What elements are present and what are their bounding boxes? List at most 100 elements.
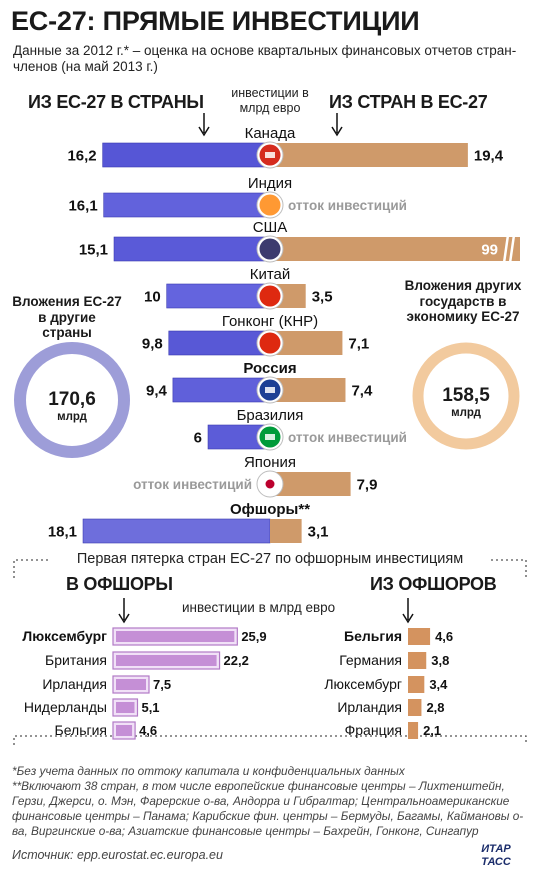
offshore-country-label: Франция	[345, 722, 402, 738]
from-offshore-bar	[408, 652, 427, 669]
right-ring-value: 158,5	[442, 385, 490, 406]
left-total-ring	[14, 342, 130, 458]
offshore-country-label: Германия	[339, 652, 402, 668]
flag-icon	[265, 479, 275, 489]
offshore-section-title: Первая пятерка стран ЕС-27 по офшорным и…	[50, 551, 490, 567]
from-offshore-bar	[408, 628, 431, 645]
from-offshore-bar	[408, 722, 419, 739]
flag-icon	[259, 332, 281, 354]
outward-value-label: 9,4	[146, 383, 168, 400]
inward-bar	[270, 143, 468, 167]
outward-bar	[102, 142, 271, 168]
offshore-country-label: Люксембург	[324, 676, 402, 692]
from-offshore-bar	[408, 699, 422, 716]
outward-value-label: 16,2	[67, 148, 96, 165]
inward-value-label: 3,5	[312, 289, 333, 306]
header-right: ИЗ СТРАН В ЕС-27	[329, 92, 488, 112]
country-label: Индия	[248, 175, 292, 192]
country-label: Офшоры**	[230, 501, 310, 518]
outward-bar	[103, 192, 271, 218]
country-label: Россия	[243, 360, 296, 377]
itar-tass-logo: ИТАР ТАСС	[481, 843, 512, 868]
from-offshore-value-label: 2,8	[426, 700, 444, 715]
arrow-down-icon	[118, 598, 130, 624]
outward-bar	[166, 283, 271, 309]
inward-bar	[270, 237, 520, 261]
footnotes: *Без учета данных по оттоку капитала и к…	[12, 764, 532, 839]
to-offshore-value-label: 22,2	[224, 653, 249, 668]
left-ring-title: Вложения ЕС-27 в другие страны	[12, 294, 122, 340]
flag-icon	[265, 387, 275, 393]
flag-icon	[265, 434, 275, 440]
to-offshore-bar	[116, 679, 146, 690]
to-offshore-chart: Люксембург 25,9 Британия 22,2 Ирландия 7,5 Нид…	[22, 627, 267, 740]
inward-bar	[270, 519, 302, 543]
to-offshore-bar	[116, 725, 133, 736]
svg-text:ИТАР: ИТАР	[481, 843, 511, 855]
country-label: США	[253, 219, 288, 236]
offshore-country-label: Люксембург	[22, 628, 107, 644]
arrow-down-icon	[402, 598, 414, 624]
to-offshore-value-label: 5,1	[141, 700, 159, 715]
outflow-label: отток инвестиций	[288, 198, 407, 213]
unit-label-top: инвестиции в млрд евро	[231, 86, 309, 115]
arrow-down-icon	[198, 113, 210, 137]
country-label: Япония	[244, 454, 296, 471]
from-offshore-value-label: 3,8	[431, 653, 449, 668]
inward-value-label: 3,1	[308, 524, 329, 541]
unit-label-mid: инвестиции в млрд евро	[182, 600, 336, 615]
header-from-offshore: ИЗ ОФШОРОВ	[370, 574, 497, 594]
right-ring-unit: млрд	[451, 407, 481, 419]
left-ring-unit: млрд	[57, 411, 87, 423]
country-label: Канада	[245, 125, 296, 142]
outward-value-label: 15,1	[79, 242, 108, 259]
outward-bar	[172, 377, 271, 403]
header-left: ИЗ ЕС-27 В СТРАНЫ	[28, 92, 204, 112]
total-rings	[14, 342, 520, 458]
from-offshore-chart: Бельгия 4,6 Германия 3,8 Люксембург 3,4 Ирланд…	[324, 628, 453, 739]
inward-value-label: 7,9	[357, 477, 378, 494]
to-offshore-value-label: 4,6	[139, 723, 157, 738]
flag-icon	[265, 152, 275, 158]
right-total-ring	[412, 342, 520, 450]
offshore-country-label: Нидерланды	[24, 699, 107, 715]
arrow-down-icon	[331, 113, 343, 137]
outflow-label: отток инвестиций	[133, 477, 252, 492]
to-offshore-bar	[116, 702, 135, 713]
outward-bar	[82, 518, 271, 544]
from-offshore-value-label: 4,6	[435, 629, 453, 644]
outward-value-label: 18,1	[48, 524, 77, 541]
header-arrows	[198, 113, 343, 137]
flag-icon	[259, 194, 281, 216]
left-ring-value: 170,6	[48, 389, 96, 410]
page-title: ЕС-27: ПРЯМЫЕ ИНВЕСТИЦИИ	[11, 6, 420, 36]
to-offshore-value-label: 25,9	[241, 629, 266, 644]
svg-text:ТАСС: ТАСС	[481, 856, 512, 868]
inward-value-label: 19,4	[474, 148, 504, 165]
to-offshore-bar	[116, 655, 217, 666]
footnote-1: *Без учета данных по оттоку капитала и к…	[12, 764, 405, 778]
right-ring-title: Вложения других государств в экономику Е…	[404, 278, 522, 324]
footnote-2: **Включают 38 стран, в том числе европей…	[12, 779, 524, 838]
axis-break-mark	[502, 234, 516, 264]
offshore-country-label: Бельгия	[55, 722, 107, 738]
country-label: Бразилия	[237, 407, 304, 424]
to-offshore-value-label: 7,5	[153, 677, 171, 692]
flag-icon	[259, 238, 281, 260]
header-to-offshore: В ОФШОРЫ	[66, 574, 173, 594]
country-label: Гонконг (КНР)	[222, 313, 318, 330]
outward-value-label: 6	[194, 430, 202, 447]
inward-value-label: 7,1	[348, 336, 369, 353]
flag-icon	[259, 285, 281, 307]
country-label: Китай	[250, 266, 291, 283]
outward-bar	[168, 330, 271, 356]
to-offshore-bar	[116, 631, 235, 642]
from-offshore-bar	[408, 676, 425, 693]
offshore-frame-line	[13, 735, 527, 745]
outward-value-label: 16,1	[68, 198, 97, 215]
source-note: Источник: epp.eurostat.ec.europa.eu	[12, 848, 223, 862]
inward-value-label: 99	[481, 242, 498, 259]
outflow-label: отток инвестиций	[288, 430, 407, 445]
